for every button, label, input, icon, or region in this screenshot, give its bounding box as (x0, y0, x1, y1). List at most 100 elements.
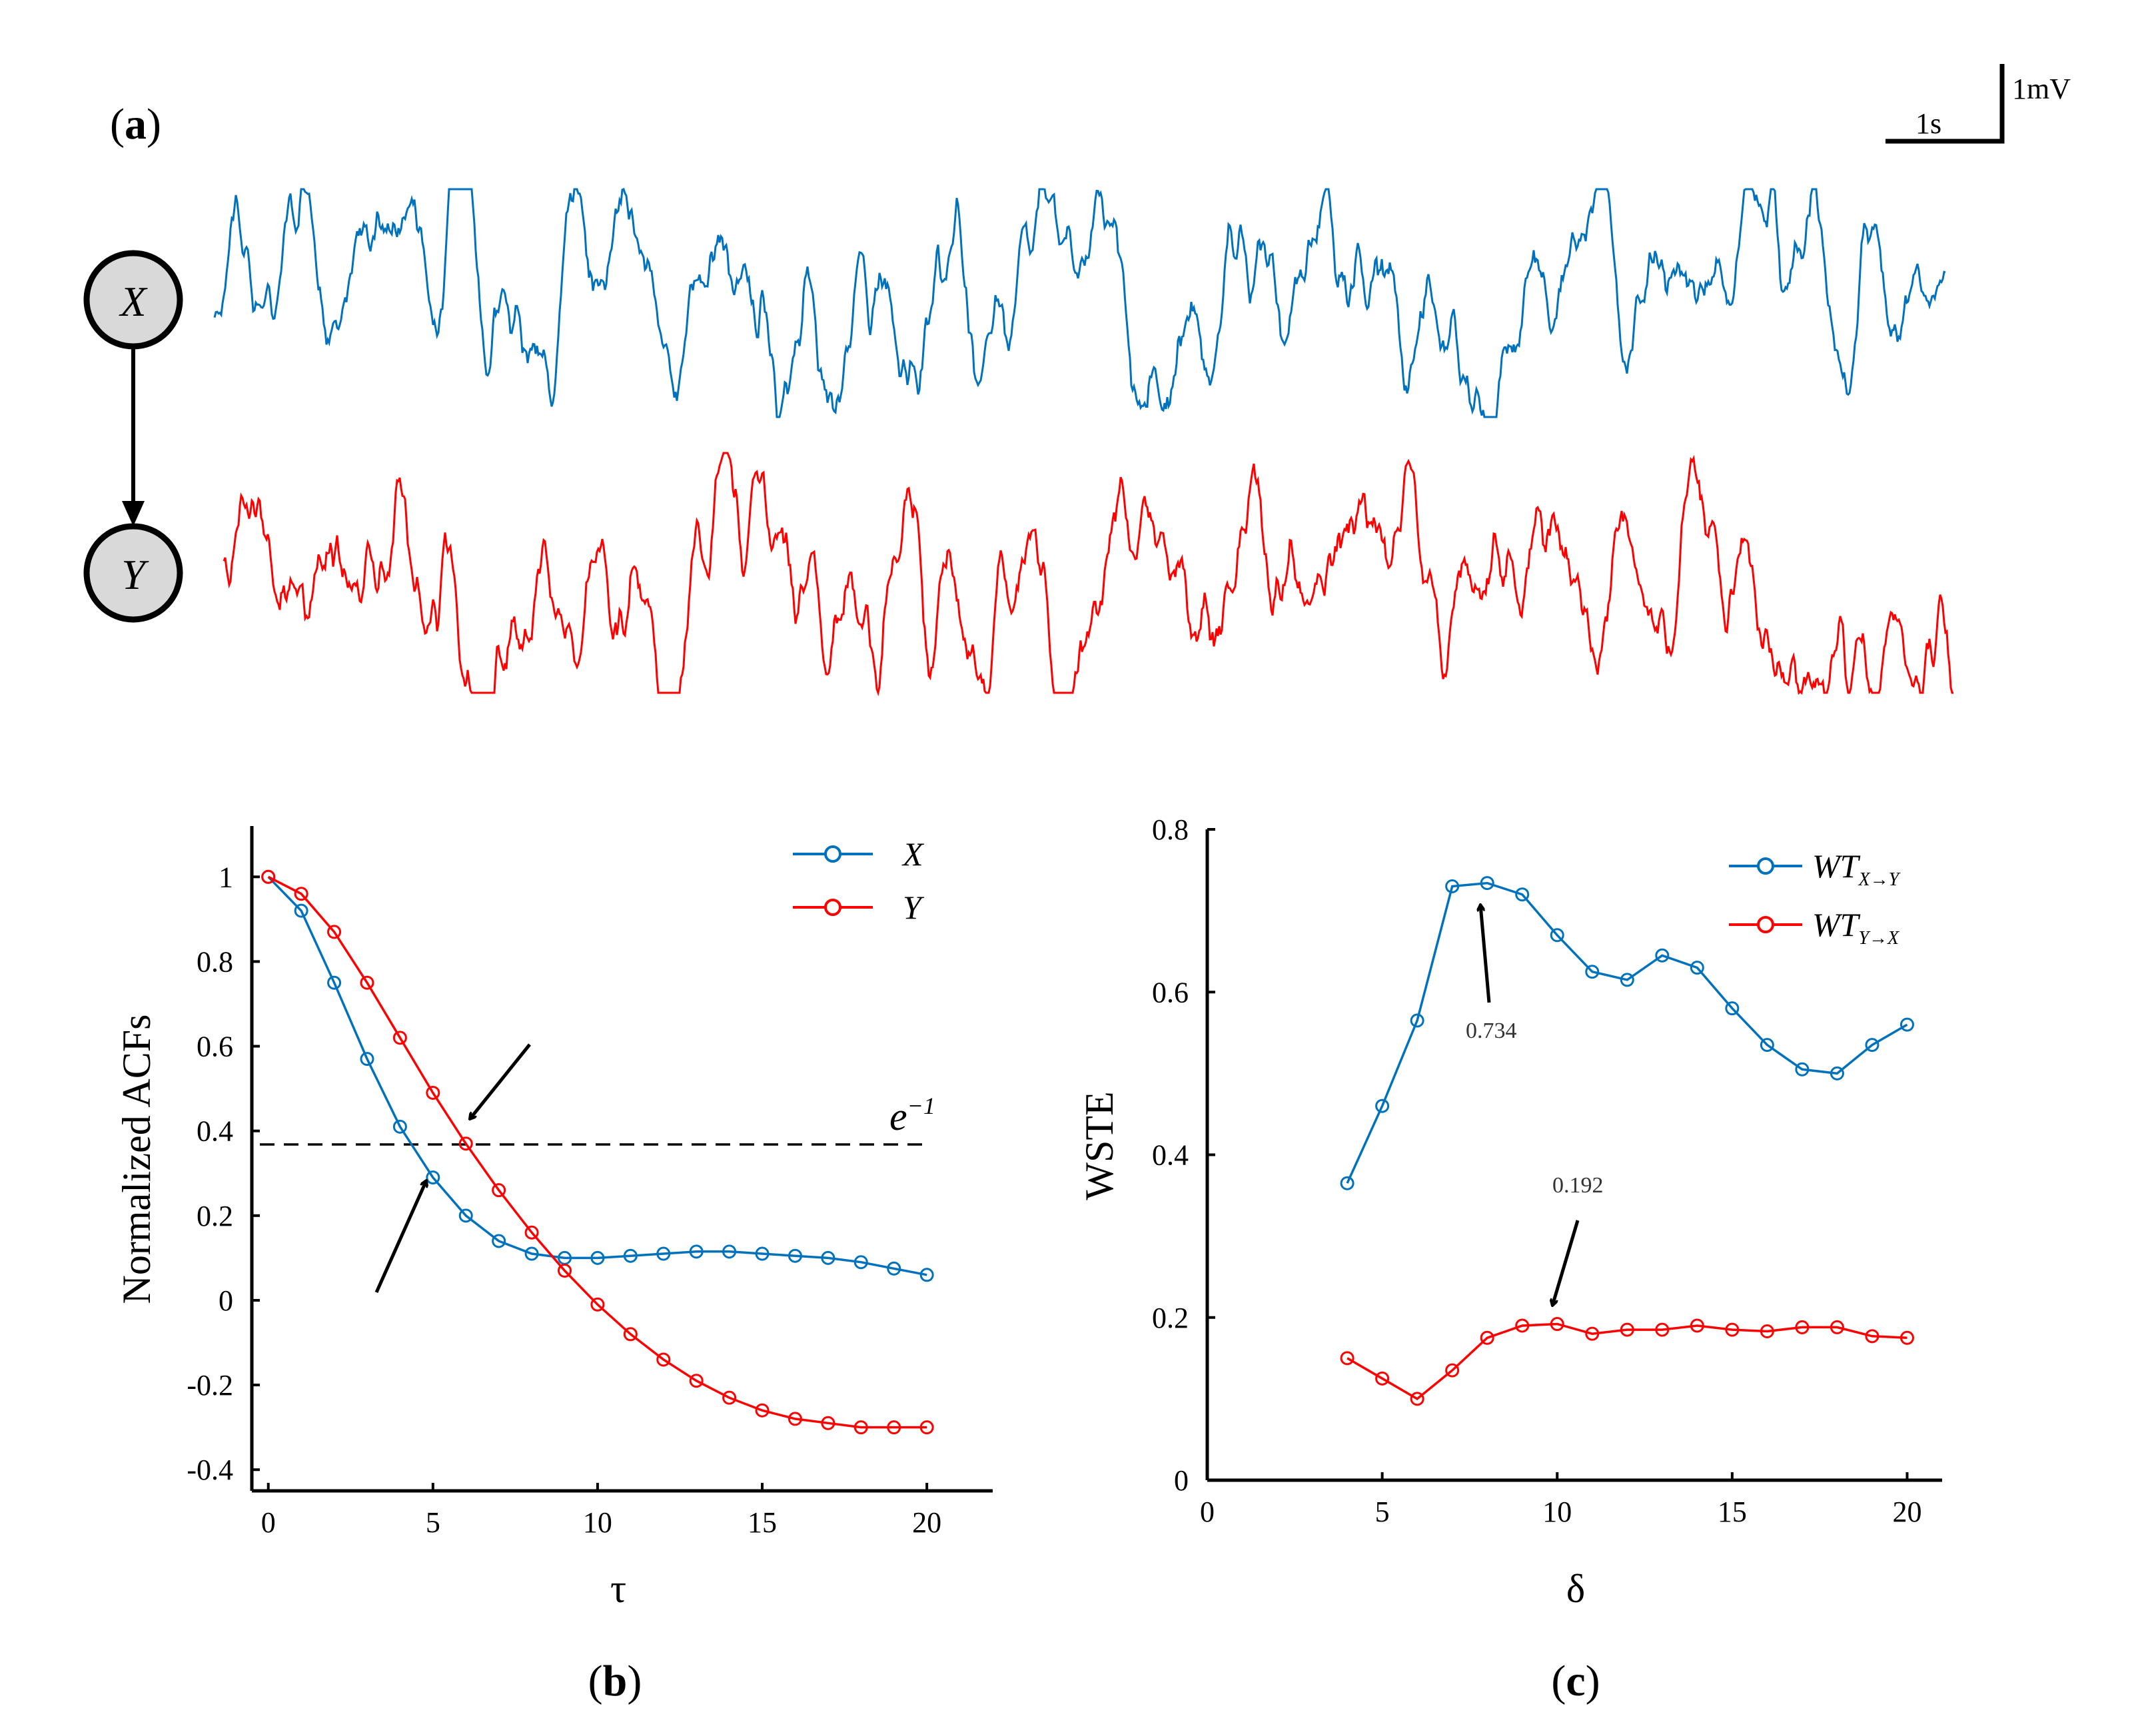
data-point (1445, 879, 1460, 893)
chart-b-acf: 1 0.8 0.6 0.4 0.2 0 -0.2 -0.4 0 5 10 15 20 e−1 XY τ… (115, 826, 993, 1705)
x-tick-label: 0 (1200, 1496, 1215, 1528)
series-line-0 (267, 876, 927, 1276)
data-point (1760, 1038, 1774, 1053)
peak-arrow-xy (1480, 905, 1491, 1003)
data-point (1620, 1322, 1634, 1337)
data-point (788, 1412, 802, 1426)
y-tick-label: 1 (219, 861, 233, 893)
peak-label-yx: 0.192 (1552, 1173, 1604, 1198)
chart-c-legend: WTX→Y WTY→X (1729, 847, 1901, 949)
data-point (590, 1250, 605, 1265)
data-point (558, 1263, 572, 1278)
data-point (1515, 887, 1530, 902)
data-point (1830, 1066, 1844, 1081)
x-tick-label: 0 (261, 1506, 276, 1539)
data-point (1515, 1318, 1530, 1333)
data-point (327, 925, 342, 939)
data-point (1725, 1322, 1740, 1337)
annotation-arrow-x (374, 1180, 426, 1294)
node-y-label: Y (121, 551, 149, 598)
data-point (492, 1234, 506, 1248)
x-tick-label: 5 (426, 1506, 440, 1539)
data-point (1725, 1001, 1740, 1016)
data-point (1375, 1098, 1390, 1113)
data-point (689, 1244, 704, 1259)
data-point (492, 1183, 506, 1198)
node-x-label: X (118, 278, 148, 325)
scale-volt-label: 1mV (2012, 73, 2071, 105)
y-tick-label: 0 (1174, 1464, 1189, 1497)
chart-b-xlabel: τ (610, 1567, 626, 1611)
signal-trace-y (223, 452, 1953, 697)
x-tick-label: 15 (748, 1506, 777, 1539)
y-tick-label: 0.6 (197, 1031, 233, 1063)
y-tick-label: 0.4 (1152, 1139, 1189, 1172)
data-point (1830, 1320, 1844, 1334)
data-point (821, 1416, 835, 1430)
data-point (327, 975, 342, 990)
data-point (1375, 1371, 1390, 1386)
data-point (392, 1031, 407, 1045)
data-point (919, 1268, 934, 1282)
y-tick-label: 0.8 (197, 945, 233, 978)
data-point (1340, 1351, 1354, 1366)
data-point (853, 1255, 868, 1270)
data-point (755, 1246, 770, 1261)
data-point (1620, 973, 1634, 987)
y-tick-label: 0.4 (197, 1115, 233, 1148)
panel-a-label: (a) (110, 100, 161, 149)
x-tick-label: 5 (1375, 1496, 1390, 1528)
data-point (623, 1248, 638, 1263)
x-tick-label: 15 (1718, 1496, 1747, 1528)
node-y (83, 523, 183, 623)
data-point (426, 1085, 440, 1100)
causal-diagram: X Y (83, 250, 183, 623)
y-tick-label: 0.2 (197, 1200, 233, 1232)
y-tick-label: 0 (219, 1284, 233, 1317)
legend-label: WTY→X (1812, 906, 1899, 949)
data-point (1690, 1318, 1704, 1333)
data-point (755, 1403, 770, 1418)
data-point (294, 903, 308, 918)
scale-time-label: 1s (1915, 107, 1941, 140)
data-point (689, 1374, 704, 1388)
x-tick-label: 20 (912, 1506, 941, 1539)
data-point (919, 1420, 934, 1435)
data-point (1585, 1326, 1600, 1341)
series-line-0 (1346, 881, 1908, 1184)
chart-c-xlabel: δ (1566, 1567, 1585, 1611)
data-point (524, 1246, 539, 1261)
data-point (1760, 1324, 1774, 1339)
panel-c-label: (c) (1551, 1657, 1600, 1705)
data-point (887, 1261, 901, 1276)
data-point (821, 1250, 835, 1265)
data-point (294, 887, 308, 901)
threshold-label: e−1 (889, 1092, 935, 1138)
y-tick-label: 0.8 (1152, 813, 1189, 846)
legend-label: Y (903, 889, 925, 926)
x-tick-label: 10 (1542, 1496, 1572, 1528)
data-point (1410, 1013, 1424, 1028)
data-point (788, 1248, 802, 1263)
chart-c-wste: 0 0.2 0.4 0.6 0.8 0 5 10 15 20 WTX→Y WTY→X δ WSTE… (1077, 813, 1942, 1705)
causal-arrowhead (122, 501, 145, 526)
legend-label: X (901, 835, 925, 873)
data-point (1655, 948, 1670, 963)
data-point (1865, 1038, 1880, 1053)
data-point (1585, 965, 1600, 979)
data-point (1340, 1176, 1354, 1190)
data-point (1480, 876, 1494, 891)
data-point (1445, 1363, 1460, 1378)
data-point (426, 1170, 440, 1185)
chart-b-ylabel: Normalized ACFs (115, 1015, 159, 1304)
peak-label-xy: 0.734 (1466, 1019, 1517, 1043)
data-point (458, 1136, 473, 1151)
data-point (656, 1352, 671, 1367)
series-line-1 (1346, 1322, 1907, 1401)
data-point (392, 1119, 407, 1134)
data-point (722, 1244, 737, 1259)
data-point (1795, 1320, 1810, 1334)
data-point (360, 1052, 374, 1067)
signal-trace-x (213, 188, 1946, 418)
